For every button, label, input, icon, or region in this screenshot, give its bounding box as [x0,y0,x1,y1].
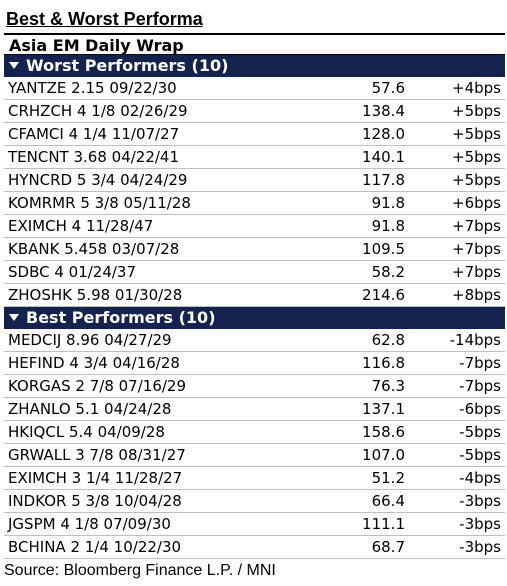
table-row: HKIQCL 5.4 04/09/28 158.6 -5bps [4,421,505,444]
bond-change: +5bps [452,148,501,166]
bond-price: 116.8 [362,354,405,372]
bond-name: YANTZE 2.15 09/22/30 [8,79,177,97]
table-subtitle: Asia EM Daily Wrap [4,33,505,55]
table-row: KOMRMR 5 3/8 05/11/28 91.8 +6bps [4,192,505,215]
table-row: INDKOR 5 3/8 10/04/28 66.4 -3bps [4,490,505,513]
bond-name: CFAMCI 4 1/4 11/07/27 [8,125,180,143]
bond-name: HEFIND 4 3/4 04/16/28 [8,354,180,372]
bond-change: -6bps [459,400,501,418]
best-performers-list: MEDCIJ 8.96 04/27/29 62.8 -14bps HEFIND 4 3… [4,329,505,559]
bond-price: 68.7 [371,538,405,556]
table-row: EXIMCH 3 1/4 11/28/27 51.2 -4bps [4,467,505,490]
bond-name: KORGAS 2 7/8 07/16/29 [8,377,187,395]
bond-price: 91.8 [371,217,405,235]
worst-performers-list: YANTZE 2.15 09/22/30 57.6 +4bps CRHZCH 4 1/… [4,77,505,307]
bond-price: 117.8 [362,171,405,189]
source-note: Source: Bloomberg Finance L.P. / MNI [4,562,276,579]
table-row: GRWALL 3 7/8 08/31/27 107.0 -5bps [4,444,505,467]
bond-change: -3bps [459,492,501,510]
bond-name: KOMRMR 5 3/8 05/11/28 [8,194,191,212]
bond-price: 158.6 [362,423,405,441]
bond-name: MEDCIJ 8.96 04/27/29 [8,331,172,349]
collapse-triangle-icon[interactable] [9,62,19,69]
bond-price: 111.1 [362,515,405,533]
table-row: YANTZE 2.15 09/22/30 57.6 +4bps [4,77,505,100]
performers-table: Asia EM Daily Wrap Worst Performers (10)… [4,33,505,559]
bond-change: -5bps [459,446,501,464]
bond-change: -14bps [449,331,501,349]
bond-change: -4bps [459,469,501,487]
bond-name: EXIMCH 3 1/4 11/28/27 [8,469,183,487]
bond-price: 128.0 [362,125,405,143]
page-title: Best & Worst Performa [6,9,203,29]
table-row: JGSPM 4 1/8 07/09/30 111.1 -3bps [4,513,505,536]
table-row: HEFIND 4 3/4 04/16/28 116.8 -7bps [4,352,505,375]
section-label: Worst Performers (10) [26,56,229,75]
bond-price: 137.1 [362,400,405,418]
bond-name: HKIQCL 5.4 04/09/28 [8,423,165,441]
table-row: ZHANLO 5.1 04/24/28 137.1 -6bps [4,398,505,421]
bond-change: -3bps [459,538,501,556]
bond-name: CRHZCH 4 1/8 02/26/29 [8,102,188,120]
bond-name: JGSPM 4 1/8 07/09/30 [8,515,171,533]
bond-change: +6bps [452,194,501,212]
bond-change: +7bps [452,263,501,281]
bond-name: GRWALL 3 7/8 08/31/27 [8,446,186,464]
table-row: KBANK 5.458 03/07/28 109.5 +7bps [4,238,505,261]
bond-change: +8bps [452,286,501,304]
bond-price: 140.1 [362,148,405,166]
bond-name: KBANK 5.458 03/07/28 [8,240,180,258]
table-row: SDBC 4 01/24/37 58.2 +7bps [4,261,505,284]
bond-name: BCHINA 2 1/4 10/22/30 [8,538,182,556]
bond-change: -3bps [459,515,501,533]
collapse-triangle-icon[interactable] [9,314,19,321]
bond-price: 76.3 [371,377,405,395]
bond-change: -7bps [459,377,501,395]
bond-price: 109.5 [362,240,405,258]
table-row: CFAMCI 4 1/4 11/07/27 128.0 +5bps [4,123,505,146]
bond-change: +4bps [452,79,501,97]
bond-change: -7bps [459,354,501,372]
bond-change: +7bps [452,217,501,235]
bond-change: +7bps [452,240,501,258]
bond-price: 66.4 [371,492,405,510]
bond-price: 214.6 [362,286,405,304]
table-row: MEDCIJ 8.96 04/27/29 62.8 -14bps [4,329,505,352]
best-performers-header[interactable]: Best Performers (10) [4,307,505,329]
bond-name: INDKOR 5 3/8 10/04/28 [8,492,182,510]
bond-price: 138.4 [362,102,405,120]
bond-name: HYNCRD 5 3/4 04/24/29 [8,171,188,189]
section-label: Best Performers (10) [26,308,216,327]
table-row: CRHZCH 4 1/8 02/26/29 138.4 +5bps [4,100,505,123]
bond-name: EXIMCH 4 11/28/47 [8,217,154,235]
table-row: ZHOSHK 5.98 01/30/28 214.6 +8bps [4,284,505,307]
table-row: BCHINA 2 1/4 10/22/30 68.7 -3bps [4,536,505,559]
bond-change: +5bps [452,125,501,143]
table-row: TENCNT 3.68 04/22/41 140.1 +5bps [4,146,505,169]
bond-name: SDBC 4 01/24/37 [8,263,137,281]
bond-name: TENCNT 3.68 04/22/41 [8,148,180,166]
worst-performers-header[interactable]: Worst Performers (10) [4,55,505,77]
table-row: KORGAS 2 7/8 07/16/29 76.3 -7bps [4,375,505,398]
bond-price: 107.0 [362,446,405,464]
bond-price: 58.2 [371,263,405,281]
bond-price: 57.6 [371,79,405,97]
bond-name: ZHANLO 5.1 04/24/28 [8,400,172,418]
bond-price: 91.8 [371,194,405,212]
table-row: HYNCRD 5 3/4 04/24/29 117.8 +5bps [4,169,505,192]
bond-name: ZHOSHK 5.98 01/30/28 [8,286,183,304]
bond-price: 62.8 [371,331,405,349]
bond-price: 51.2 [371,469,405,487]
bond-change: +5bps [452,171,501,189]
table-row: EXIMCH 4 11/28/47 91.8 +7bps [4,215,505,238]
bond-change: +5bps [452,102,501,120]
bond-change: -5bps [459,423,501,441]
